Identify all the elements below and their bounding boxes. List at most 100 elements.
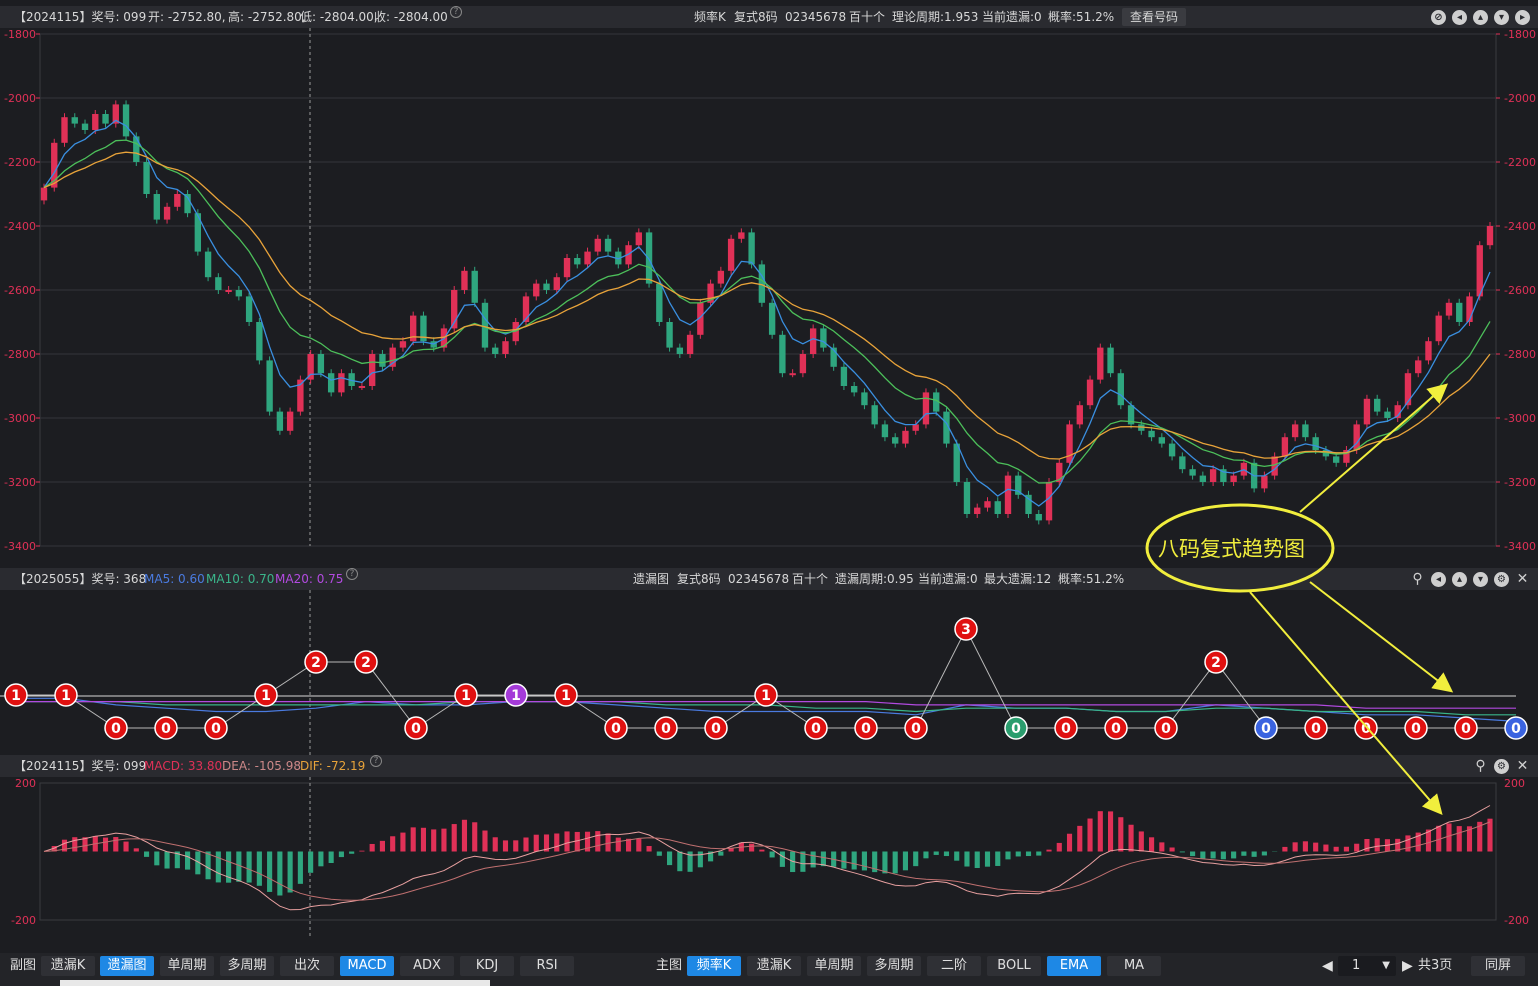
missing-badge <box>754 683 778 707</box>
tab-ema[interactable]: EMA <box>1047 956 1101 976</box>
missing-badge-label: 0 <box>861 721 871 737</box>
macd-chart[interactable]: 200 200 -200 -200 <box>0 777 1538 953</box>
pin-icon[interactable]: ⚲ <box>1412 570 1423 587</box>
tab-adx[interactable]: ADX <box>400 956 454 976</box>
y-tick-label-right: -2800 <box>1504 348 1536 361</box>
missing-badge <box>1104 716 1128 740</box>
y-tick-label-left: -3000 <box>4 412 36 425</box>
missing-badge <box>4 683 28 707</box>
y-tick-label-right: 200 <box>1504 777 1525 790</box>
y-tick-label-left: -2000 <box>4 92 36 105</box>
missing-badge-label: 0 <box>661 721 671 737</box>
main-probability: 概率:51.2% <box>1048 10 1115 24</box>
y-tick-label-left: -3200 <box>4 476 36 489</box>
settings-icon[interactable]: ⚙ <box>1494 571 1509 587</box>
missing-badge-label: 0 <box>811 721 821 737</box>
scrollbar[interactable] <box>60 980 490 986</box>
mid-code: 02345678 <box>728 572 790 586</box>
mid-chart-controls: ⚲ ◂ ▴ ▾ ⚙ ✕ <box>1410 568 1530 590</box>
missing-badge <box>54 683 78 707</box>
missing-badge-label: 0 <box>1411 721 1421 737</box>
mid-mode: 复式8码 <box>677 572 721 586</box>
sub-chart-label: 副图 <box>10 958 37 973</box>
maximize-icon[interactable]: ▸ <box>1515 9 1530 25</box>
macd-value: MACD: 33.80 <box>144 759 223 773</box>
missing-badge <box>1504 716 1528 740</box>
prev-page-icon[interactable]: ◀ <box>1322 958 1333 974</box>
missing-badge <box>354 650 378 674</box>
missing-badge-label: 1 <box>761 688 771 704</box>
tab-second-order[interactable]: 二阶 <box>927 956 981 976</box>
page-select[interactable]: 1 ▼ <box>1338 956 1396 976</box>
missing-badge <box>504 683 528 707</box>
missing-badge <box>554 683 578 707</box>
main-position: 百十个 <box>849 10 886 24</box>
missing-badge-label: 2 <box>361 655 371 671</box>
tab-multi-period[interactable]: 多周期 <box>220 956 274 976</box>
missing-badge <box>1204 650 1228 674</box>
down-arrow-icon[interactable]: ▾ <box>1473 571 1488 587</box>
y-tick-label-left: -2600 <box>4 284 36 297</box>
ema-5-line <box>43 119 1491 507</box>
missing-badge-label: 0 <box>211 721 221 737</box>
back-icon[interactable]: ◂ <box>1431 571 1446 587</box>
close-icon[interactable]: ✕ <box>1516 570 1529 587</box>
missing-badge <box>304 650 328 674</box>
y-tick-label-right: -2400 <box>1504 220 1536 233</box>
tab-main-multi-period[interactable]: 多周期 <box>867 956 921 976</box>
tab-missing-chart[interactable]: 遗漏图 <box>100 956 154 976</box>
up-arrow-icon[interactable]: ▴ <box>1473 9 1488 25</box>
missing-badge-label: 2 <box>1211 655 1221 671</box>
settings-icon[interactable]: ⚙ <box>1494 758 1509 774</box>
up-arrow-icon[interactable]: ▴ <box>1452 571 1467 587</box>
missing-badge <box>1304 716 1328 740</box>
y-tick-label-right: -2000 <box>1504 92 1536 105</box>
main-period: 理论周期:1.953 <box>892 10 979 24</box>
tab-single-period[interactable]: 单周期 <box>160 956 214 976</box>
tab-missing-k[interactable]: 遗漏K <box>41 956 95 976</box>
settings-icon[interactable]: ⊘ <box>1431 9 1446 25</box>
next-page-icon[interactable]: ▶ <box>1402 958 1413 974</box>
missing-badge-label: 0 <box>611 721 621 737</box>
missing-chart[interactable]: 1 1 0 0 0 1 2 2 0 1 1 1 0 0 0 1 0 0 0 3 0 0 0 0 2 0 0 0 0 0 0 <box>0 590 1538 755</box>
tab-main-single-period[interactable]: 单周期 <box>807 956 861 976</box>
ema-12-line <box>43 139 1491 484</box>
back-icon[interactable]: ◂ <box>1452 9 1467 25</box>
missing-badge-label: 0 <box>1361 721 1371 737</box>
y-tick-label-left: -2400 <box>4 220 36 233</box>
tab-boll[interactable]: BOLL <box>987 956 1041 976</box>
tab-ma[interactable]: MA <box>1107 956 1161 976</box>
down-arrow-icon[interactable]: ▾ <box>1494 9 1509 25</box>
y-tick-label-left: -1800 <box>4 28 36 41</box>
missing-badge-label: 1 <box>61 688 71 704</box>
tab-occurrences[interactable]: 出次 <box>280 956 334 976</box>
mid-probability: 概率:51.2% <box>1058 572 1125 586</box>
tab-main-missing-k[interactable]: 遗漏K <box>747 956 801 976</box>
missing-chart-infobar: 【2025055】奖号: 368 MA5: 0.60 MA10: 0.70 MA… <box>0 568 1538 590</box>
tab-rsi[interactable]: RSI <box>520 956 574 976</box>
tab-kdj[interactable]: KDJ <box>460 956 514 976</box>
main-candlestick-chart[interactable]: -1800 -1800 -2000 -2000 -2200 -2200 -2400 -2400… <box>0 28 1538 568</box>
pin-icon[interactable]: ⚲ <box>1475 757 1486 774</box>
page-total: 共3页 <box>1418 958 1453 973</box>
missing-badge <box>204 716 228 740</box>
close-icon[interactable]: ✕ <box>1516 757 1529 774</box>
missing-badge-label: 0 <box>1311 721 1321 737</box>
mid-chart-name: 遗漏图 <box>633 572 670 586</box>
missing-badge <box>1054 716 1078 740</box>
dea-line <box>43 821 1491 901</box>
tab-frequency-k[interactable]: 频率K <box>687 956 741 976</box>
mid-title: 【2025055】奖号: 368 <box>14 572 147 586</box>
view-numbers-button[interactable]: 查看号码 <box>1122 8 1187 26</box>
macd-controls: ⚲ ⚙ ✕ <box>1473 755 1530 777</box>
missing-badge-label: 1 <box>511 688 521 704</box>
annotation-arrow-missing <box>1309 581 1454 693</box>
annotation-text: 八码复式趋势图 <box>1158 537 1305 561</box>
missing-badge <box>654 716 678 740</box>
page-select-value: 1 <box>1352 958 1361 973</box>
y-tick-label-left: -2800 <box>4 348 36 361</box>
macd-infobar: 【2024115】奖号: 099 MACD: 33.80 DEA: -105.9… <box>0 755 1538 777</box>
sync-screen-button[interactable]: 同屏 <box>1471 956 1525 976</box>
tab-macd[interactable]: MACD <box>340 956 394 976</box>
chevron-down-icon: ▼ <box>1382 960 1390 971</box>
